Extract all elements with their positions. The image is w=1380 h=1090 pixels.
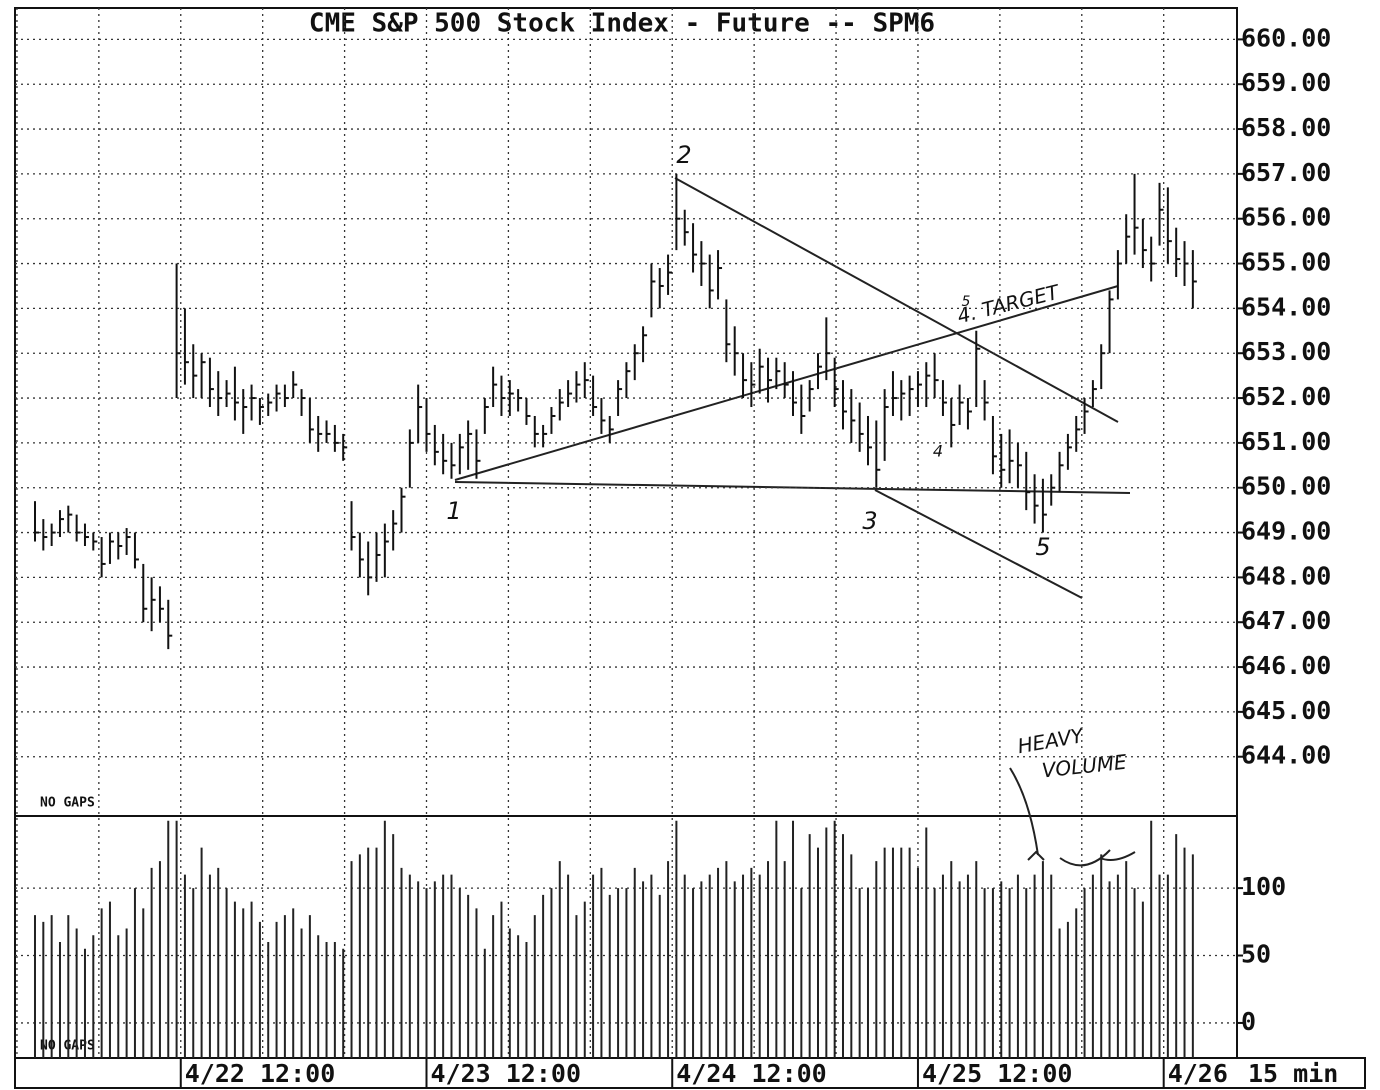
wave-label: 5 — [1035, 533, 1050, 561]
no-gaps-note: NO GAPS — [40, 796, 95, 811]
x-tick-label: 4/26 — [1168, 1059, 1228, 1088]
x-tick-label: 4/22 12:00 — [185, 1059, 336, 1088]
wave-label: 2 — [676, 141, 691, 169]
y-tick-label: 651.00 — [1241, 427, 1331, 456]
y-tick-label: 658.00 — [1241, 113, 1331, 142]
trend-line — [454, 285, 1119, 481]
chart-title: CME S&P 500 Stock Index - Future -- SPM6 — [309, 9, 935, 39]
hand-drawings — [454, 177, 1136, 867]
heavy-volume-label: HEAVY — [1016, 723, 1087, 758]
y-tick-label: 0 — [1241, 1007, 1256, 1036]
x-tick-label: 4/25 12:00 — [922, 1059, 1073, 1088]
arrow — [1009, 767, 1039, 856]
y-tick-label: 649.00 — [1241, 517, 1331, 546]
y-tick-label: 646.00 — [1241, 651, 1331, 680]
y-tick-label: 656.00 — [1241, 203, 1331, 232]
wave-label: 5 — [962, 294, 971, 310]
y-tick-label: 645.00 — [1241, 696, 1331, 725]
wave-label: 4 — [933, 442, 943, 461]
y-tick-label: 654.00 — [1241, 292, 1331, 321]
y-tick-label: 644.00 — [1241, 741, 1331, 770]
target-label: 4. TARGET — [955, 279, 1063, 328]
wave-label: 1 — [446, 497, 461, 525]
y-tick-label: 659.00 — [1241, 68, 1331, 97]
volume-marks — [1027, 849, 1136, 867]
y-tick-label: 648.00 — [1241, 561, 1331, 590]
wave-label: 3 — [862, 507, 877, 535]
y-tick-label: 655.00 — [1241, 248, 1331, 277]
heavy-volume-label: VOLUME — [1041, 750, 1129, 783]
y-tick-label: 653.00 — [1241, 337, 1331, 366]
x-tick-label: 4/24 12:00 — [676, 1059, 827, 1088]
x-tick-label: 4/23 12:00 — [430, 1059, 581, 1088]
x-axis-label: 15 min — [1248, 1059, 1338, 1088]
y-tick-label: 647.00 — [1241, 606, 1331, 635]
axis-strip — [14, 1057, 1366, 1089]
trend-line — [874, 489, 1083, 599]
y-tick-label: 657.00 — [1241, 158, 1331, 187]
y-tick-label: 50 — [1241, 940, 1271, 969]
y-tick-label: 650.00 — [1241, 472, 1331, 501]
y-tick-label: 660.00 — [1241, 23, 1331, 52]
y-tick-label: 100 — [1241, 872, 1286, 901]
trend-line — [454, 481, 1131, 494]
y-tick-label: 652.00 — [1241, 382, 1331, 411]
